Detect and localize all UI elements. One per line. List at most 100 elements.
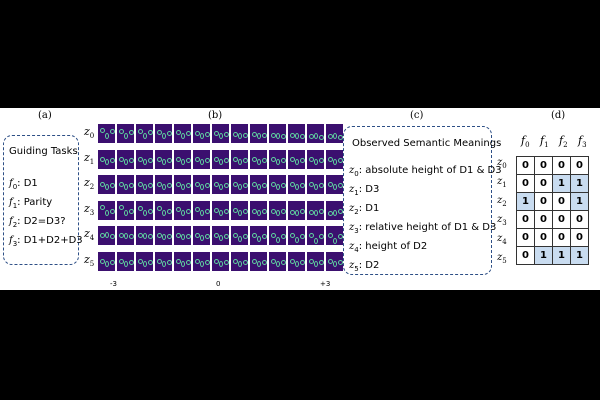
matrix-row-label-var: z xyxy=(497,214,503,225)
digit-mark xyxy=(200,133,204,139)
traversal-image xyxy=(231,124,248,143)
matrix-row-label-sub: 1 xyxy=(502,181,507,189)
digit-mark xyxy=(224,259,229,265)
digit-mark xyxy=(257,236,261,242)
digit-mark xyxy=(148,157,153,163)
digit-mark xyxy=(167,157,172,163)
semantic-sub: 5 xyxy=(354,265,359,273)
digit-mark xyxy=(295,260,299,267)
traversal-image xyxy=(193,226,210,245)
digit-mark xyxy=(333,238,337,244)
traversal-row-label: z0 xyxy=(84,125,94,140)
guiding-tasks-title: Guiding Tasks xyxy=(9,146,78,157)
digit-mark xyxy=(162,233,166,240)
traversal-image xyxy=(155,200,172,220)
digit-mark xyxy=(224,132,229,137)
digit-mark xyxy=(243,183,248,188)
axis-label-min: -3 xyxy=(110,280,117,288)
task-sub: 0 xyxy=(12,183,18,191)
digit-mark xyxy=(319,208,324,214)
digit-mark xyxy=(214,182,219,187)
traversal-image xyxy=(231,226,248,245)
traversal-row-label: z1 xyxy=(84,151,94,166)
digit-mark xyxy=(314,184,318,190)
digit-mark xyxy=(205,157,210,163)
matrix-cell: 0 xyxy=(552,210,571,229)
digit-mark xyxy=(233,156,238,162)
digit-mark xyxy=(224,208,229,214)
digit-mark xyxy=(214,156,219,162)
traversal-row-label-var: z xyxy=(84,125,90,138)
digit-mark xyxy=(205,259,210,265)
traversal-image xyxy=(326,175,343,194)
semantic-var: z xyxy=(349,184,355,195)
semantic-var: z xyxy=(349,260,355,271)
digit-mark xyxy=(276,236,280,243)
digit-mark xyxy=(200,209,204,216)
digit-mark xyxy=(129,183,134,188)
matrix-cell: 1 xyxy=(534,246,553,265)
digit-mark xyxy=(224,234,229,239)
digit-mark xyxy=(271,132,276,138)
digit-mark xyxy=(333,184,337,190)
semantic-var: z xyxy=(349,241,355,252)
traversal-image xyxy=(288,124,305,143)
digit-mark xyxy=(333,158,337,165)
traversal-image xyxy=(117,149,134,169)
digit-mark xyxy=(119,205,124,210)
digit-mark xyxy=(200,234,204,241)
traversal-image xyxy=(136,149,153,169)
digit-mark xyxy=(205,131,210,137)
digit-mark xyxy=(181,184,185,190)
digit-mark xyxy=(252,182,257,187)
guiding-task-item: f0: D1 xyxy=(9,178,38,191)
task-sub: 1 xyxy=(12,202,18,210)
matrix-cell: 0 xyxy=(534,228,553,247)
digit-mark xyxy=(276,158,280,165)
digit-mark xyxy=(233,208,238,213)
matrix-row-label-var: z xyxy=(497,157,503,168)
digit-mark xyxy=(138,258,143,264)
traversal-image xyxy=(231,251,248,271)
digit-mark xyxy=(148,259,153,265)
matrix-col-label-var: f xyxy=(578,134,583,147)
digit-mark xyxy=(186,208,191,214)
traversal-image xyxy=(117,175,134,194)
traversal-image xyxy=(117,124,134,143)
digit-mark xyxy=(129,234,134,239)
traversal-image xyxy=(193,149,210,169)
digit-mark xyxy=(205,208,210,214)
traversal-image xyxy=(155,149,172,169)
traversal-image xyxy=(212,251,229,271)
traversal-image xyxy=(136,226,153,245)
digit-mark xyxy=(219,209,223,216)
digit-mark xyxy=(176,258,181,264)
digit-mark xyxy=(124,158,128,165)
panel-label-b: (b) xyxy=(208,110,223,121)
digit-mark xyxy=(162,209,166,216)
digit-mark xyxy=(262,208,267,214)
matrix-row-label: z4 xyxy=(497,233,507,246)
digit-mark xyxy=(300,234,305,239)
matrix-col-label-var: f xyxy=(540,134,545,147)
traversal-image xyxy=(98,124,115,143)
semantic-item: z1: D3 xyxy=(349,184,379,197)
traversal-row-label-var: z xyxy=(84,252,90,266)
digit-mark xyxy=(167,234,172,239)
digit-mark xyxy=(143,233,147,239)
traversal-strip xyxy=(98,251,343,271)
semantic-text: : D1 xyxy=(358,203,380,214)
digit-mark xyxy=(309,133,314,139)
traversal-row-label: z2 xyxy=(84,176,94,191)
traversal-image xyxy=(98,200,115,220)
semantic-sub: 1 xyxy=(354,189,359,197)
traversal-image xyxy=(193,124,210,143)
digit-mark xyxy=(195,156,200,162)
digit-mark xyxy=(338,183,343,188)
matrix-row-label: z3 xyxy=(497,214,507,227)
traversal-row-label-sub: 3 xyxy=(89,208,95,217)
traversal-row-label-sub: 4 xyxy=(89,234,95,243)
digit-mark xyxy=(195,182,200,187)
